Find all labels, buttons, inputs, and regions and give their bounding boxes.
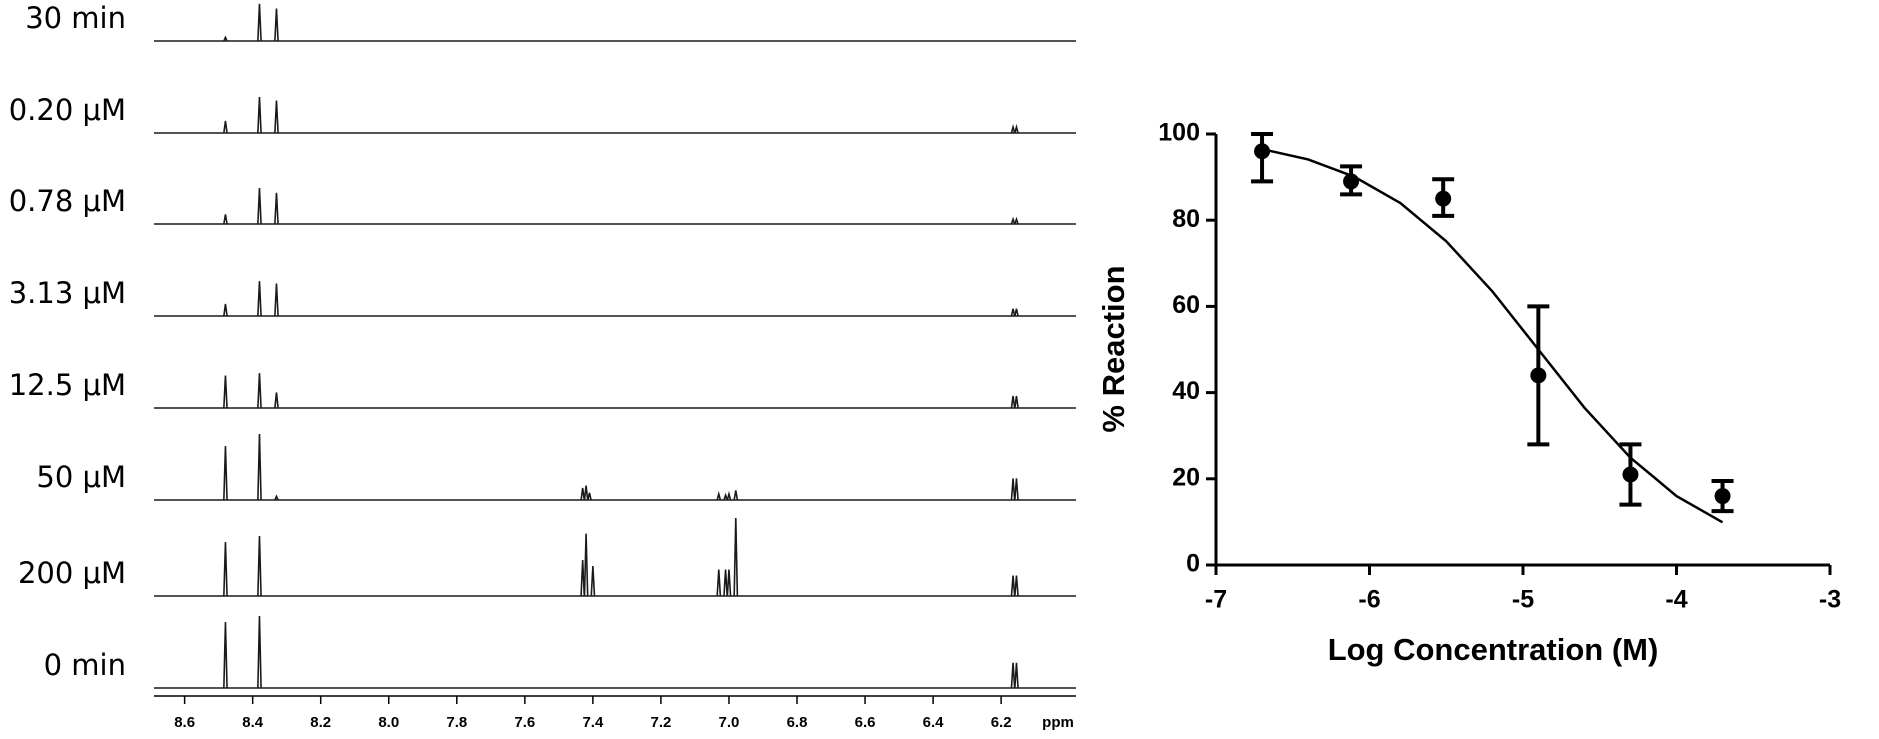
x-tick-label: -4 [1665,586,1687,614]
x-tick-label: 6.6 [855,714,876,731]
x-tick-label: -6 [1358,586,1380,614]
peak [723,492,728,501]
peak [1014,662,1019,689]
peak [1014,216,1019,225]
data-point [1343,173,1360,190]
peak [723,569,728,597]
peak [583,485,589,501]
peak [274,283,279,317]
x-tick-label: 7.0 [719,714,740,731]
x-tick-label: 7.2 [651,714,672,731]
peak [257,433,262,501]
x-tick-label: 6.8 [787,714,808,731]
peak [1010,662,1016,689]
x-axis-label: Log Concentration (M) [1328,632,1659,667]
peak [1010,575,1016,597]
x-tick-label: 8.2 [310,714,331,731]
y-tick-label: 100 [1158,119,1200,147]
peak [583,533,589,597]
peak [223,621,228,689]
peak [257,615,262,689]
trace-label: 50 μM [36,460,126,494]
peak [1014,478,1019,501]
peak [274,100,279,134]
trace-label: 0.78 μM [9,184,126,218]
trace-label: 200 μM [18,556,126,590]
peak [1014,575,1019,597]
peak [716,569,722,597]
x-tick-label: 7.8 [446,714,467,731]
peak [587,492,592,501]
peak [274,192,279,225]
peak [274,494,279,501]
peak [1014,123,1019,134]
x-tick-label: 6.4 [923,714,945,731]
peak [257,96,262,134]
peak [716,490,722,501]
x-tick-label: -7 [1205,586,1227,614]
trace-label: 3.13 μM [9,276,126,310]
peak [1010,123,1016,134]
peak [223,375,228,409]
peak [257,3,262,42]
peak [733,490,739,501]
data-point [1254,143,1271,160]
x-tick-label: -3 [1819,586,1841,614]
peak [257,281,262,317]
y-tick-label: 0 [1186,550,1200,578]
peak [590,565,596,597]
peak [223,541,228,597]
y-tick-label: 40 [1172,377,1200,405]
peak [257,373,262,409]
peak [1010,395,1016,409]
peak [223,120,228,134]
peak [223,445,228,501]
peak [1010,216,1016,225]
peak [1014,395,1019,409]
peak [1014,308,1019,317]
peak [726,490,732,501]
data-point [1622,466,1639,483]
x-tick-label: -5 [1512,586,1534,614]
trace-label: 12.5 μM [9,368,126,402]
peak [257,187,262,225]
y-tick-label: 80 [1172,205,1200,233]
peak [274,392,279,409]
peak [726,569,732,597]
data-point [1435,190,1452,207]
x-tick-label: 8.0 [378,714,399,731]
peak [274,8,279,42]
trace-label: 0 min [44,648,126,682]
data-point [1530,367,1547,384]
peak [580,487,586,501]
peak [223,303,228,317]
y-axis-label: % Reaction [1096,265,1131,432]
x-tick-label: 8.4 [242,714,264,731]
trace-label: 30 min [25,1,126,35]
x-tick-label: 6.2 [991,714,1012,731]
y-tick-label: 60 [1172,291,1200,319]
peak [223,35,228,42]
peak [580,559,586,597]
peak [223,214,228,225]
x-tick-label: 7.6 [514,714,535,731]
x-tick-label: 8.6 [174,714,195,731]
peak [257,535,262,597]
peak [1010,308,1016,317]
data-point [1714,488,1731,505]
x-tick-label: 7.4 [582,714,604,731]
fit-curve [1261,147,1724,524]
peak [1010,478,1016,501]
peak [733,517,739,597]
trace-label: 0.20 μM [9,93,126,127]
y-tick-label: 20 [1172,463,1200,491]
x-axis-label: ppm [1042,714,1074,731]
